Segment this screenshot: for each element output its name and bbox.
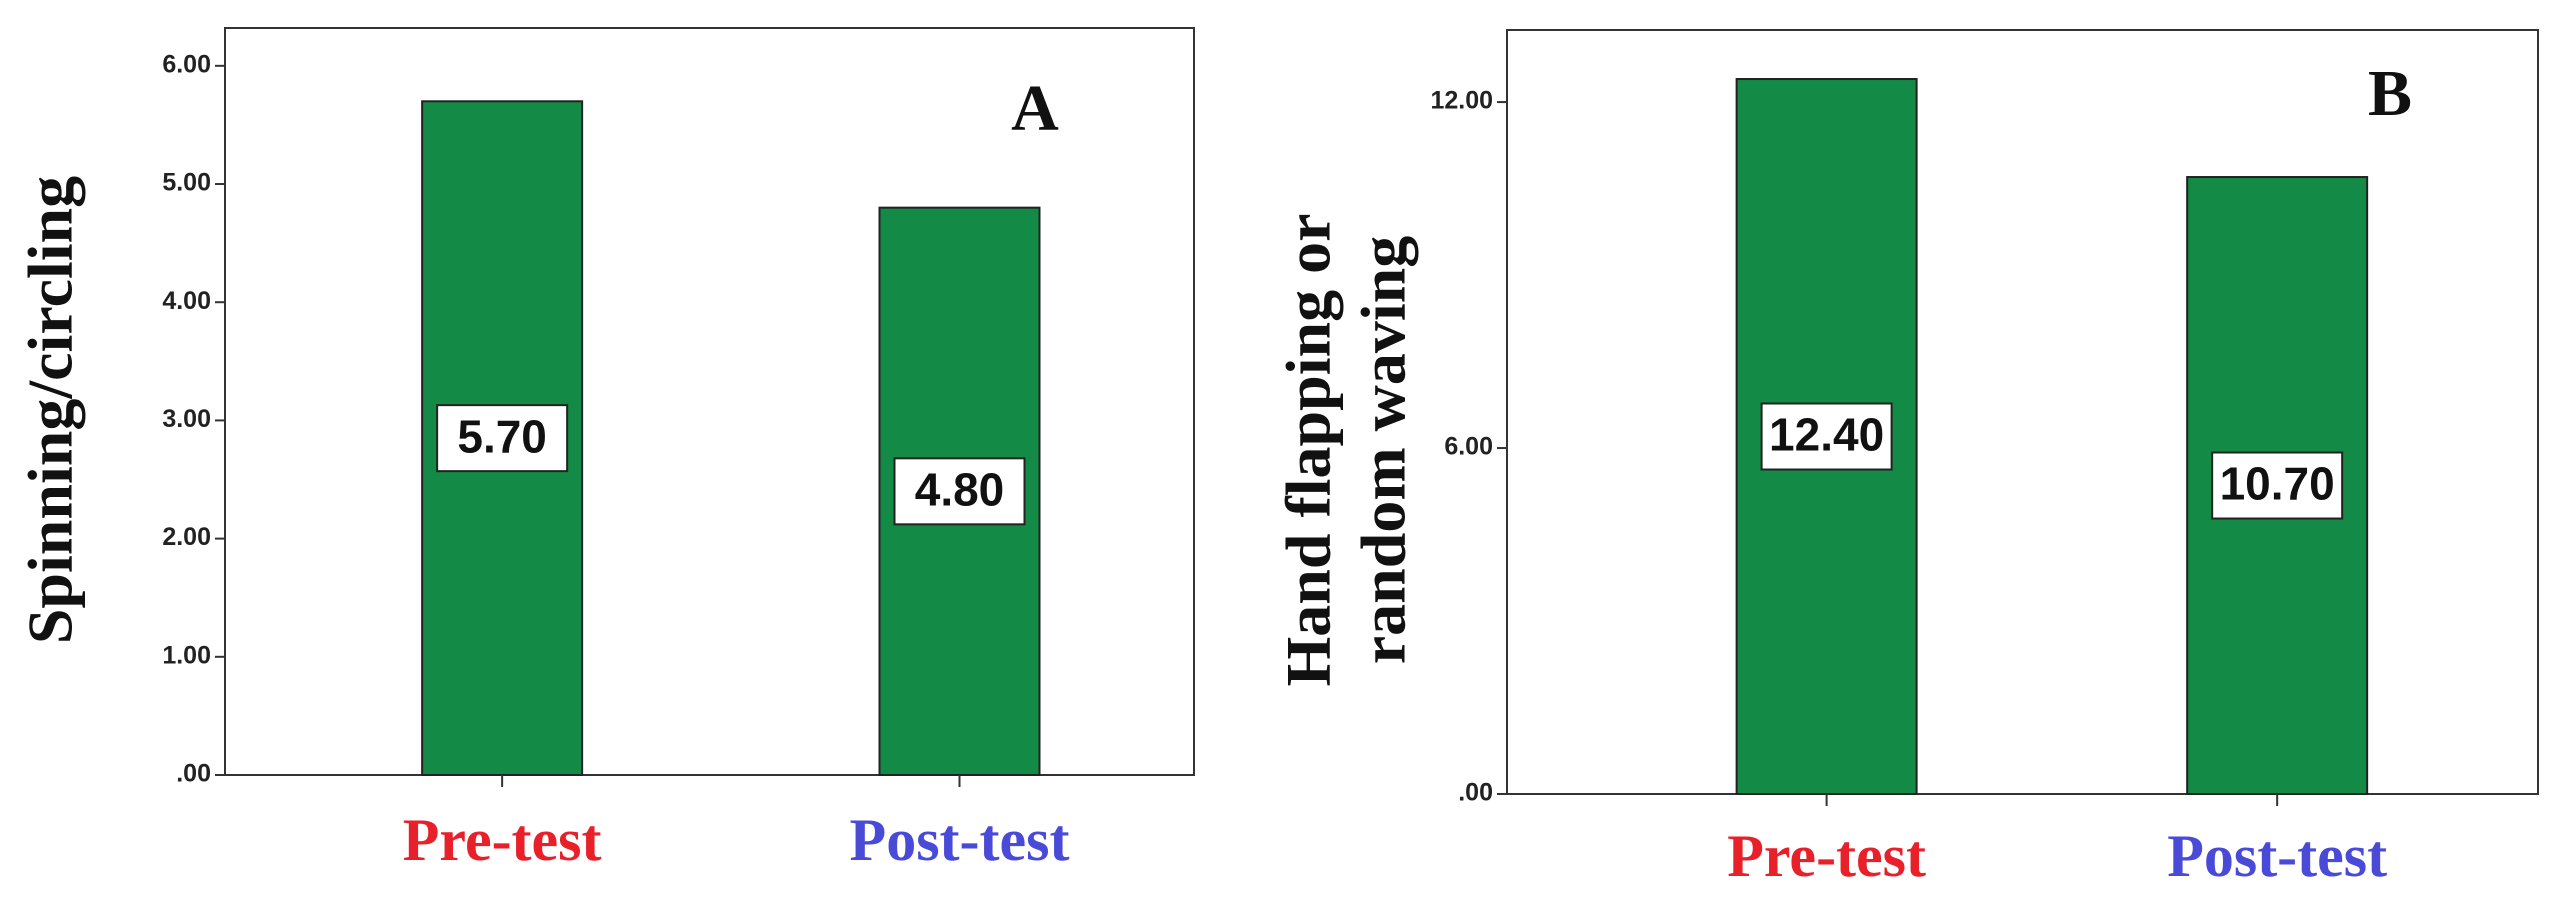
panel-label: A [1011, 72, 1059, 145]
y-tick-label: 3.00 [162, 405, 211, 433]
x-tick-label: Post-test [2167, 823, 2387, 889]
y-axis-label: Spinning/circling [15, 176, 86, 644]
x-tick-label: Pre-test [403, 807, 602, 873]
y-tick-label: .00 [1458, 779, 1493, 807]
y-tick-label: 6.00 [162, 50, 211, 78]
plot-frame [1506, 29, 2539, 795]
y-tick-label: .00 [176, 760, 211, 788]
value-label: 4.80 [915, 463, 1005, 515]
y-tick-label: 4.00 [162, 287, 211, 315]
value-label-box [1760, 402, 1893, 471]
y-tick-label: 12.00 [1430, 87, 1493, 115]
value-label: 5.70 [457, 410, 547, 462]
value-label-box [2211, 451, 2344, 520]
y-axis-label: random waving [1348, 236, 1419, 665]
y-axis-label: Hand flapping or [1273, 213, 1344, 686]
y-tick-label: 1.00 [162, 641, 211, 669]
y-tick-label: 2.00 [162, 523, 211, 551]
y-tick-label: 6.00 [1444, 433, 1493, 461]
value-label: 10.70 [2220, 458, 2335, 510]
value-label-box [893, 457, 1026, 526]
value-label: 12.40 [1769, 409, 1884, 461]
x-tick-label: Pre-test [1727, 823, 1926, 889]
y-tick-label: 5.00 [162, 169, 211, 197]
x-tick-label: Post-test [850, 807, 1070, 873]
value-label-box [436, 404, 569, 473]
panel-label: B [2368, 57, 2412, 130]
plot-frame [224, 27, 1195, 776]
